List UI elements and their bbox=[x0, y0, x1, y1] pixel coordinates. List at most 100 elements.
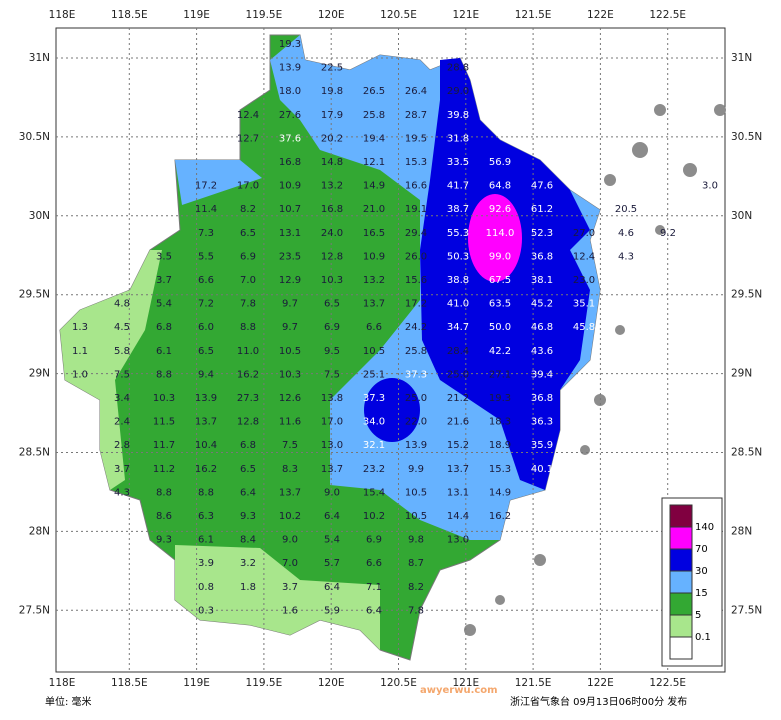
station-value: 38.7 bbox=[447, 204, 469, 215]
station-value: 11.5 bbox=[153, 417, 175, 428]
station-value: 3.7 bbox=[282, 582, 298, 593]
station-value: 12.8 bbox=[321, 251, 343, 262]
station-value: 25.1 bbox=[363, 369, 385, 380]
station-value: 6.5 bbox=[324, 299, 340, 310]
station-value: 9.4 bbox=[198, 369, 214, 380]
lon-label-bottom: 119E bbox=[183, 677, 210, 689]
station-value: 18.3 bbox=[489, 417, 511, 428]
station-value: 21.2 bbox=[447, 393, 469, 404]
station-value: 8.7 bbox=[408, 558, 424, 569]
station-value: 29.4 bbox=[405, 228, 427, 239]
station-value: 7.0 bbox=[282, 558, 298, 569]
station-value: 12.1 bbox=[363, 157, 385, 168]
station-value: 23.0 bbox=[573, 275, 595, 286]
station-value: 36.8 bbox=[531, 393, 553, 404]
grey-islands bbox=[464, 104, 726, 636]
station-value: 19.3 bbox=[489, 393, 511, 404]
station-value: 28.4 bbox=[447, 346, 469, 357]
station-value: 8.8 bbox=[156, 369, 172, 380]
lon-label-bottom: 120.5E bbox=[380, 677, 417, 689]
station-value: 16.8 bbox=[321, 204, 343, 215]
lat-label-right: 30N bbox=[731, 210, 752, 222]
station-value: 6.9 bbox=[324, 322, 340, 333]
lat-label-right: 30.5N bbox=[731, 131, 762, 143]
station-value: 8.8 bbox=[240, 322, 256, 333]
station-value: 13.0 bbox=[447, 535, 469, 546]
station-value: 10.4 bbox=[195, 440, 217, 451]
station-value: 10.5 bbox=[279, 346, 301, 357]
station-value: 99.0 bbox=[489, 251, 511, 262]
station-value: 17.0 bbox=[321, 417, 343, 428]
station-value: 17.2 bbox=[195, 181, 217, 192]
station-value: 46.8 bbox=[531, 322, 553, 333]
station-value: 7.8 bbox=[240, 299, 256, 310]
station-value: 15.3 bbox=[405, 157, 427, 168]
station-value: 12.7 bbox=[237, 133, 259, 144]
station-value: 10.5 bbox=[363, 346, 385, 357]
light-green-south bbox=[175, 545, 380, 650]
station-value: 23.5 bbox=[279, 251, 301, 262]
legend-label: 140 bbox=[695, 522, 714, 533]
station-value: 4.3 bbox=[618, 251, 634, 262]
station-value: 3.0 bbox=[702, 181, 718, 192]
station-value: 10.5 bbox=[405, 487, 427, 498]
station-value: 10.2 bbox=[363, 511, 385, 522]
station-value: 28.7 bbox=[405, 110, 427, 121]
station-value: 27.6 bbox=[279, 110, 301, 121]
station-value: 31.8 bbox=[447, 133, 469, 144]
station-value: 42.2 bbox=[489, 346, 511, 357]
station-value: 6.4 bbox=[324, 582, 340, 593]
station-value: 4.8 bbox=[114, 299, 130, 310]
station-value: 8.8 bbox=[198, 487, 214, 498]
lon-label-top: 121.5E bbox=[515, 9, 552, 21]
lon-label-bottom: 122E bbox=[587, 677, 614, 689]
unit-label: 单位: 毫米 bbox=[45, 695, 92, 708]
station-value: 7.0 bbox=[240, 275, 256, 286]
lon-label-bottom: 119.5E bbox=[246, 677, 283, 689]
station-value: 27.1 bbox=[489, 369, 511, 380]
lat-label-left: 30.5N bbox=[19, 131, 50, 143]
station-value: 5.9 bbox=[324, 605, 340, 616]
station-value: 6.8 bbox=[156, 322, 172, 333]
station-value: 56.9 bbox=[489, 157, 511, 168]
station-value: 50.3 bbox=[447, 251, 469, 262]
station-value: 6.9 bbox=[366, 535, 382, 546]
station-value: 16.8 bbox=[279, 157, 301, 168]
station-value: 6.5 bbox=[240, 464, 256, 475]
station-value: 22.5 bbox=[321, 63, 343, 74]
station-value: 4.5 bbox=[114, 322, 130, 333]
lon-label-bottom: 121E bbox=[452, 677, 479, 689]
station-value: 3.7 bbox=[156, 275, 172, 286]
legend-label: 70 bbox=[695, 544, 708, 555]
station-value: 1.3 bbox=[72, 322, 88, 333]
station-value: 12.9 bbox=[279, 275, 301, 286]
station-value: 10.9 bbox=[279, 181, 301, 192]
station-value: 4.3 bbox=[114, 487, 130, 498]
station-value: 6.4 bbox=[240, 487, 256, 498]
legend-swatch bbox=[669, 570, 693, 594]
dark-blue-blob bbox=[364, 378, 420, 442]
station-value: 0.8 bbox=[198, 582, 214, 593]
station-value: 7.1 bbox=[366, 582, 382, 593]
station-value: 4.6 bbox=[618, 228, 634, 239]
station-value: 10.7 bbox=[279, 204, 301, 215]
station-value: 13.9 bbox=[405, 440, 427, 451]
station-value: 3.5 bbox=[156, 251, 172, 262]
station-value: 13.8 bbox=[321, 393, 343, 404]
station-value: 22.0 bbox=[405, 417, 427, 428]
lat-label-left: 29N bbox=[29, 368, 50, 380]
legend-swatch bbox=[669, 636, 693, 660]
station-value: 11.4 bbox=[195, 204, 217, 215]
station-value: 11.0 bbox=[237, 346, 259, 357]
lon-label-top: 120E bbox=[318, 9, 345, 21]
station-value: 16.6 bbox=[405, 181, 427, 192]
station-value: 13.7 bbox=[195, 417, 217, 428]
station-value: 14.9 bbox=[363, 181, 385, 192]
station-value: 38.1 bbox=[531, 275, 553, 286]
station-value: 19.8 bbox=[321, 86, 343, 97]
station-value: 7.5 bbox=[282, 440, 298, 451]
station-value: 13.1 bbox=[447, 487, 469, 498]
station-value: 5.7 bbox=[324, 558, 340, 569]
station-value: 32.1 bbox=[363, 440, 385, 451]
